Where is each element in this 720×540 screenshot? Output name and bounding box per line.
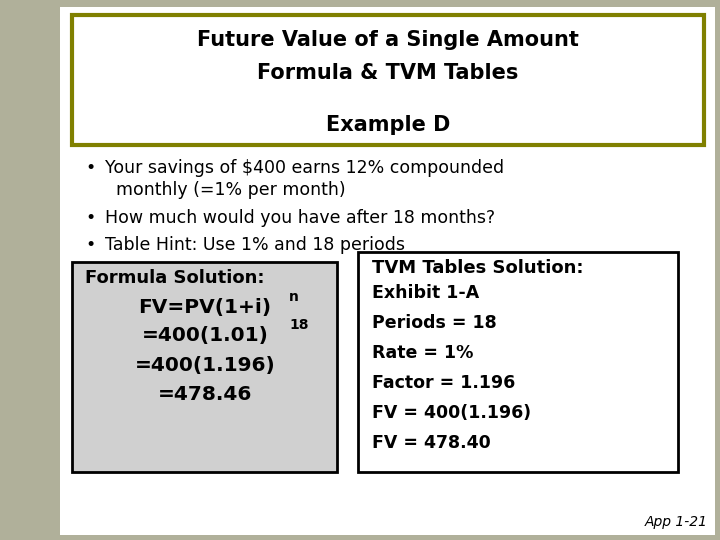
Text: Formula & TVM Tables: Formula & TVM Tables [257,63,518,83]
Text: Rate = 1%: Rate = 1% [372,344,473,362]
Text: Periods = 18: Periods = 18 [372,314,497,332]
Text: App 1-21: App 1-21 [645,515,708,529]
Text: Your savings of $400 earns 12% compounded: Your savings of $400 earns 12% compounde… [105,159,504,177]
Text: Formula Solution:: Formula Solution: [85,269,264,287]
Text: Future Value of a Single Amount: Future Value of a Single Amount [197,30,579,50]
Text: =400(1.01): =400(1.01) [142,326,269,345]
Text: =478.46: =478.46 [158,386,252,404]
Text: n: n [289,290,299,304]
Text: Factor = 1.196: Factor = 1.196 [372,374,516,392]
Text: •: • [85,209,95,227]
Text: Table Hint: Use 1% and 18 periods: Table Hint: Use 1% and 18 periods [105,236,405,254]
Text: monthly (=1% per month): monthly (=1% per month) [105,181,346,199]
Text: FV = 478.40: FV = 478.40 [372,434,491,452]
Text: How much would you have after 18 months?: How much would you have after 18 months? [105,209,495,227]
FancyBboxPatch shape [60,7,715,535]
Text: Exhibit 1-A: Exhibit 1-A [372,284,480,302]
FancyBboxPatch shape [72,262,337,472]
Text: •: • [85,159,95,177]
Text: FV = 400(1.196): FV = 400(1.196) [372,404,531,422]
Text: Example D: Example D [326,115,450,135]
FancyBboxPatch shape [358,252,678,472]
Text: =400(1.196): =400(1.196) [135,355,275,375]
Text: TVM Tables Solution:: TVM Tables Solution: [372,259,583,277]
Text: FV=PV(1+i): FV=PV(1+i) [138,298,271,316]
FancyBboxPatch shape [72,15,704,145]
Text: 18: 18 [289,318,308,332]
Text: •: • [85,236,95,254]
